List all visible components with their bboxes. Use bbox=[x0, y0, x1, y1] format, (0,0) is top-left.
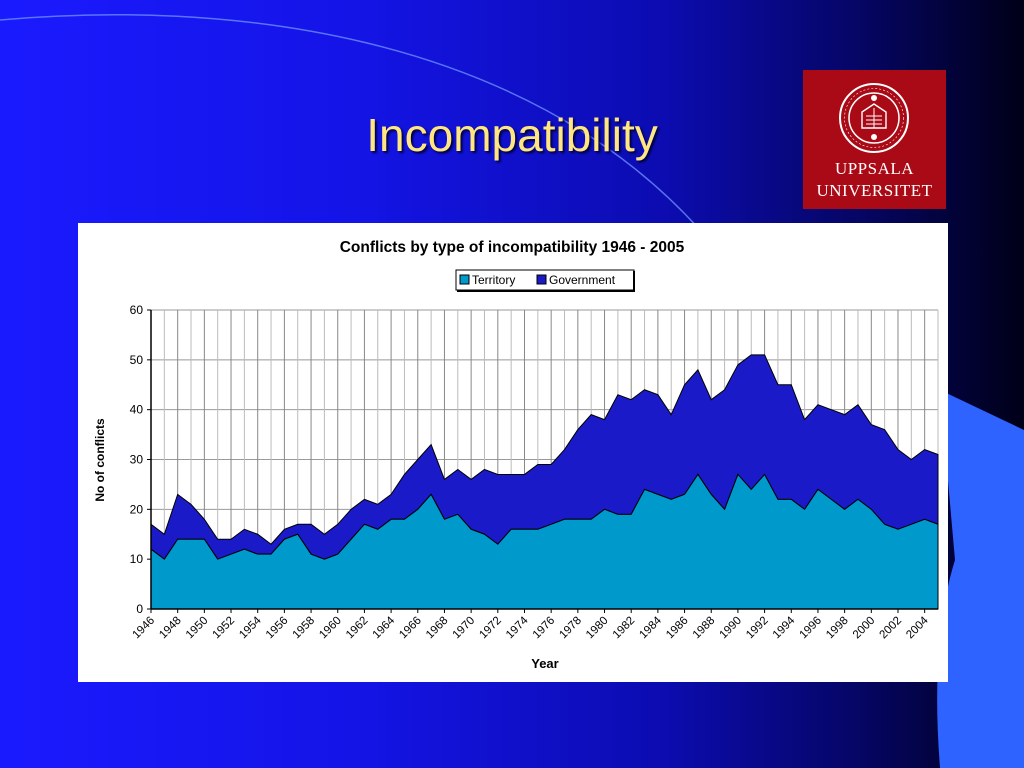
x-tick-label: 1962 bbox=[344, 615, 371, 642]
x-tick-labels: 1946 1948 1950 1952 1954 1956 1958 1960 1962 1964… bbox=[131, 609, 931, 642]
legend-label-territory: Territory bbox=[472, 273, 515, 287]
x-tick-label: 1990 bbox=[717, 615, 744, 642]
x-tick-label: 1980 bbox=[584, 615, 611, 642]
x-tick-label: 1966 bbox=[397, 615, 424, 642]
x-axis-label: Year bbox=[531, 656, 558, 671]
logo-line2: UNIVERSITET bbox=[816, 181, 933, 200]
x-tick-label: 1970 bbox=[451, 615, 478, 642]
x-tick-label: 1954 bbox=[237, 614, 264, 641]
chart-title: Conflicts by type of incompatibility 194… bbox=[340, 239, 685, 256]
legend-swatch-government bbox=[536, 274, 547, 285]
uppsala-logo: UPPSALA UNIVERSITET bbox=[803, 70, 946, 209]
y-tick-labels: 0 10 20 30 40 50 60 bbox=[130, 303, 151, 616]
x-tick-label: 1992 bbox=[744, 615, 771, 642]
x-tick-label: 1958 bbox=[291, 615, 318, 642]
plot-areas bbox=[150, 354, 939, 610]
y-tick-label: 40 bbox=[130, 403, 144, 417]
y-tick-label: 50 bbox=[130, 353, 144, 367]
x-tick-label: 1994 bbox=[771, 614, 798, 641]
x-tick-label: 1948 bbox=[157, 615, 184, 642]
university-seal-icon bbox=[839, 83, 909, 153]
x-tick-label: 1964 bbox=[371, 614, 398, 641]
x-tick-label: 1998 bbox=[824, 615, 851, 642]
x-tick-label: 1988 bbox=[691, 615, 718, 642]
y-tick-label: 0 bbox=[136, 602, 143, 616]
x-tick-label: 1986 bbox=[664, 615, 691, 642]
slide-title: Incompatibility bbox=[366, 109, 658, 161]
x-tick-label: 1974 bbox=[504, 614, 531, 641]
x-tick-label: 1952 bbox=[211, 615, 238, 642]
x-tick-label: 1946 bbox=[131, 615, 158, 642]
x-tick-label: 2004 bbox=[904, 614, 931, 641]
y-tick-label: 20 bbox=[130, 502, 144, 516]
x-tick-label: 1996 bbox=[797, 615, 824, 642]
area-territory bbox=[150, 473, 939, 610]
y-tick-label: 10 bbox=[130, 552, 144, 566]
x-tick-label: 1982 bbox=[611, 615, 638, 642]
y-axis-label: No of conflicts bbox=[93, 418, 107, 502]
x-tick-label: 1968 bbox=[424, 615, 451, 642]
x-tick-label: 1984 bbox=[637, 614, 664, 641]
x-tick-label: 2002 bbox=[878, 615, 905, 642]
x-tick-label: 1956 bbox=[264, 615, 291, 642]
chart-panel: Conflicts by type of incompatibility 194… bbox=[78, 223, 948, 682]
x-tick-label: 1972 bbox=[477, 615, 504, 642]
x-tick-label: 2000 bbox=[851, 615, 878, 642]
x-tick-label: 1950 bbox=[184, 615, 211, 642]
legend-swatch-territory bbox=[459, 274, 470, 285]
x-tick-label: 1960 bbox=[317, 615, 344, 642]
area-chart: Conflicts by type of incompatibility 194… bbox=[93, 239, 939, 671]
x-tick-label: 1976 bbox=[531, 615, 558, 642]
legend-label-government: Government bbox=[549, 273, 616, 287]
x-tick-label: 1978 bbox=[557, 615, 584, 642]
legend: Territory Government bbox=[455, 269, 635, 292]
y-tick-label: 30 bbox=[130, 453, 144, 467]
y-tick-label: 60 bbox=[130, 303, 144, 317]
logo-line1: UPPSALA bbox=[834, 159, 915, 178]
